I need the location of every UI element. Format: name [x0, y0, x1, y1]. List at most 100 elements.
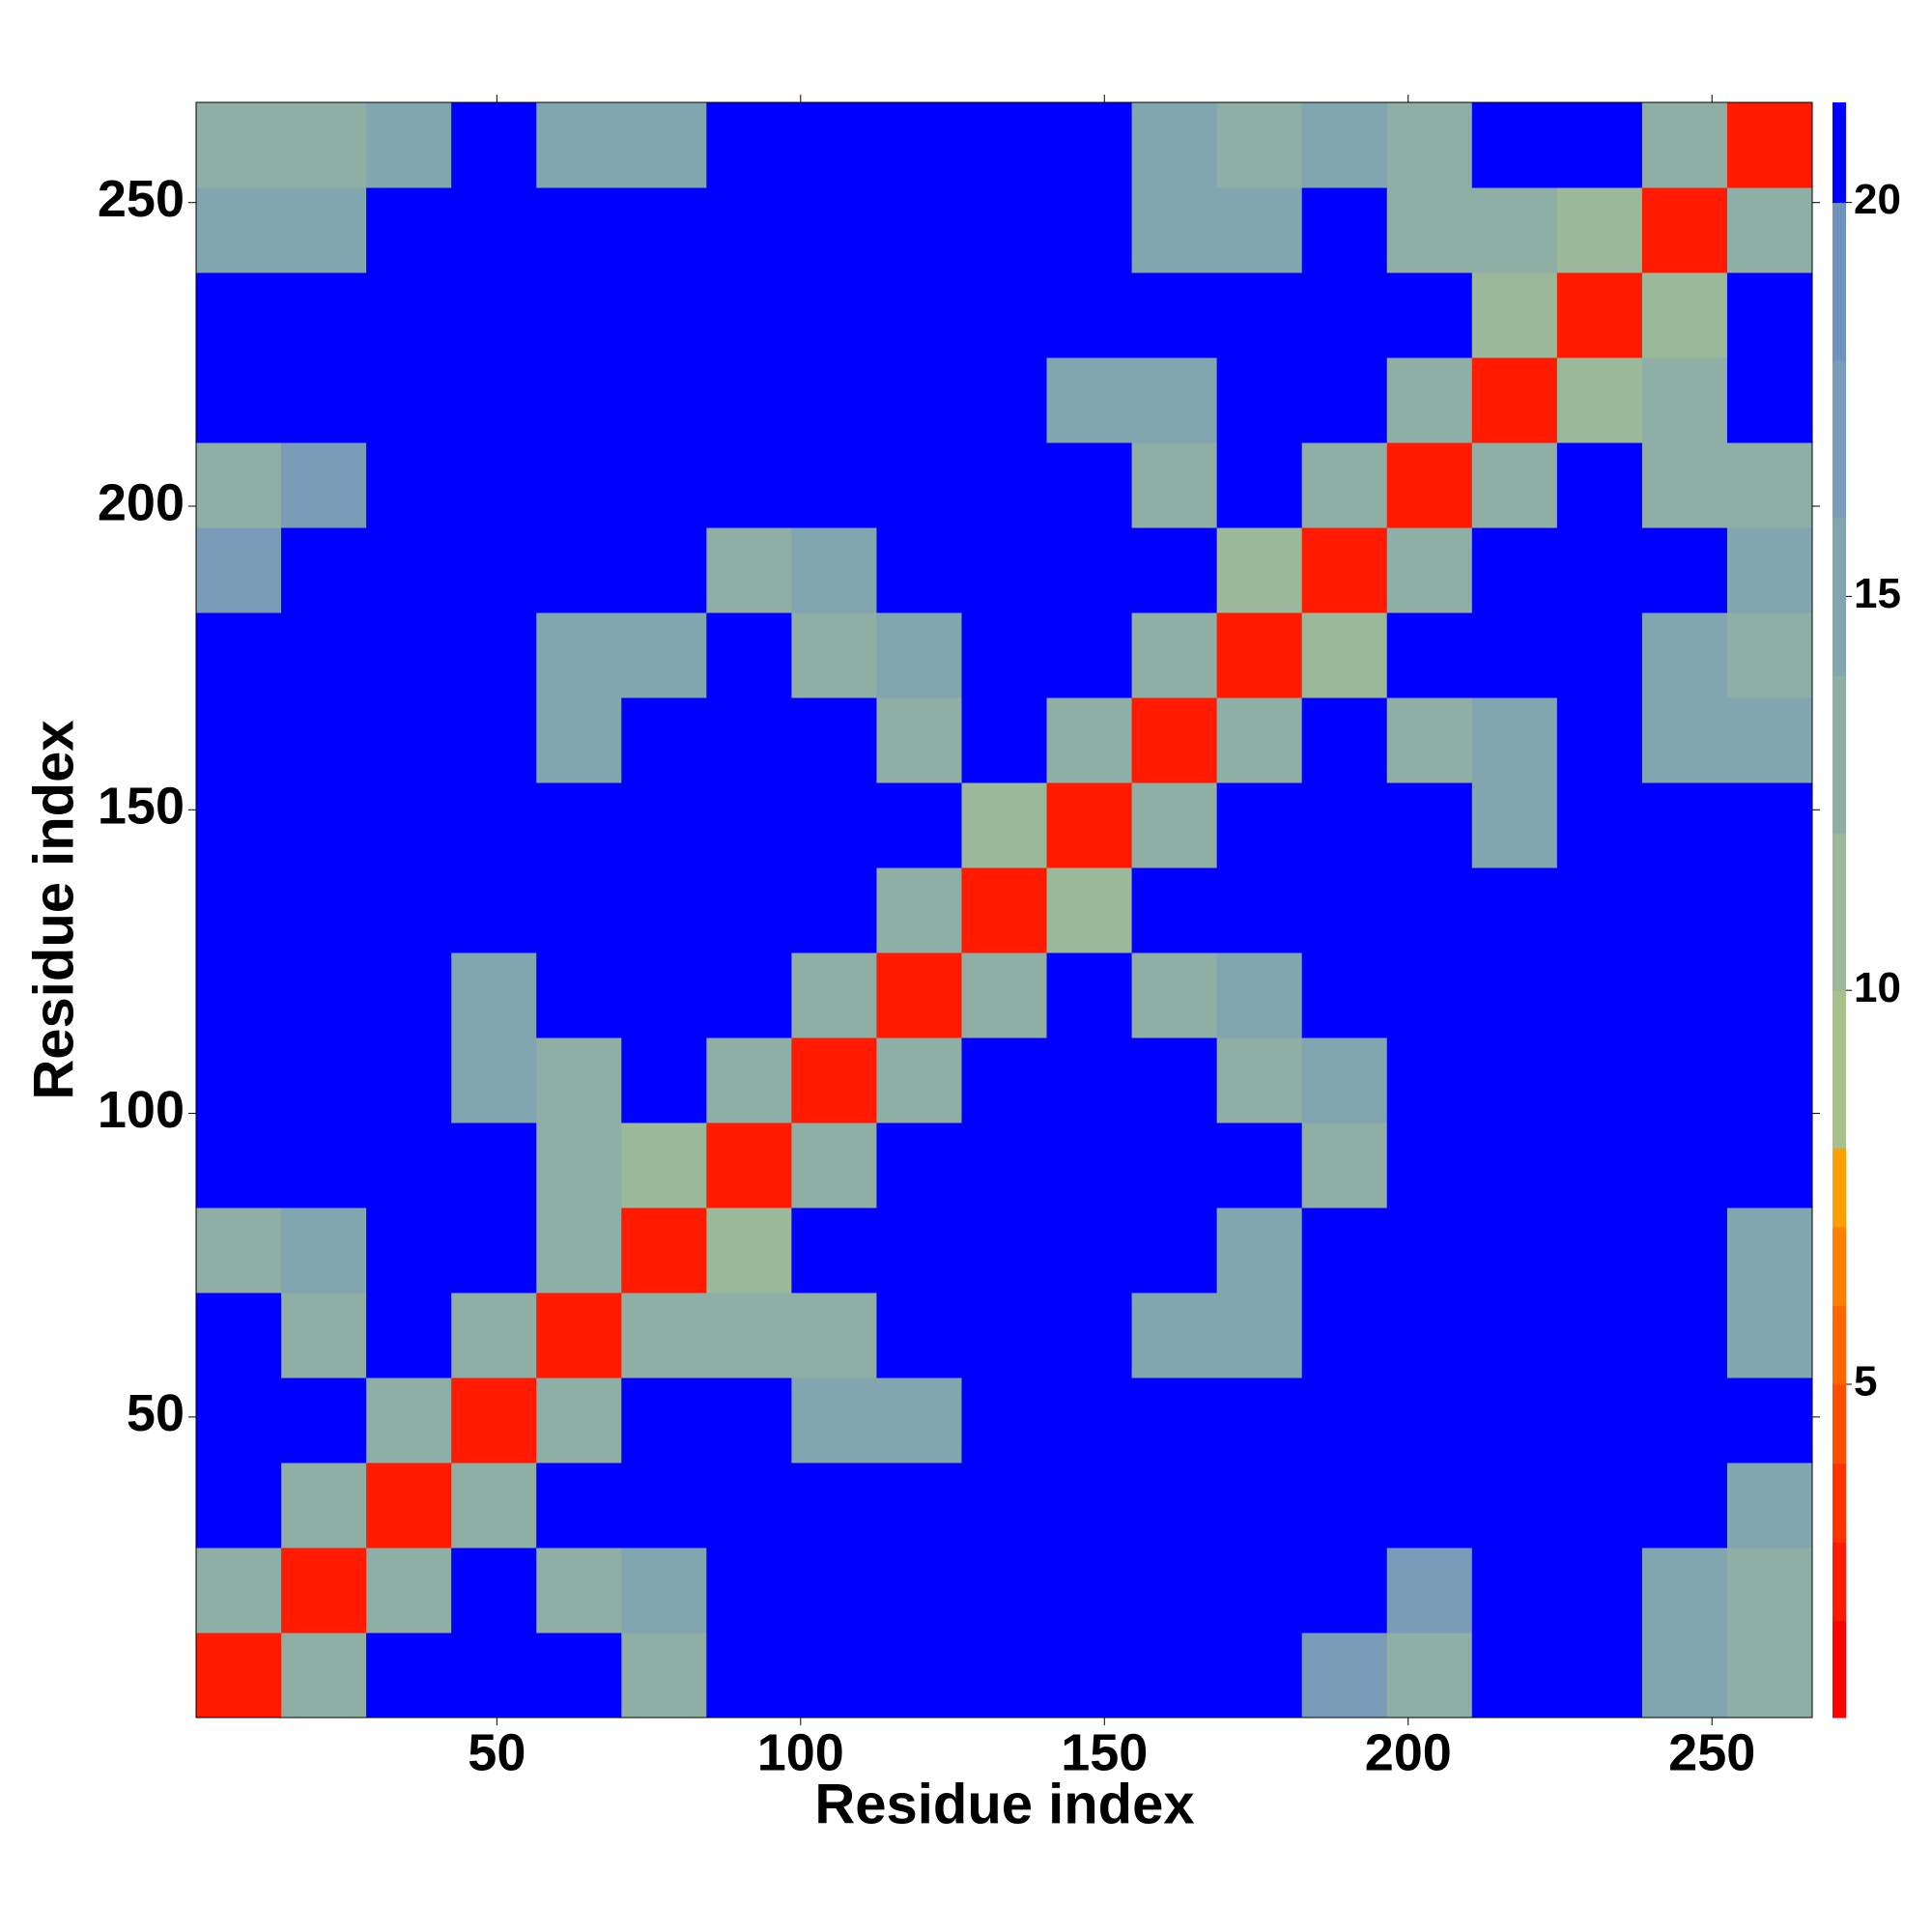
heat-cell: [451, 1037, 537, 1123]
heat-cell: [791, 527, 877, 613]
heat-cell: [196, 102, 282, 188]
heat-cell: [961, 272, 1048, 358]
heat-cell: [1386, 1208, 1473, 1293]
heat-cell: [1216, 612, 1303, 698]
heat-cell: [1726, 1378, 1813, 1463]
heat-cell: [1131, 952, 1218, 1038]
heat-cell: [196, 1293, 282, 1378]
heat-cell: [1386, 1122, 1473, 1208]
heat-cell: [1471, 782, 1558, 868]
heat-cell: [1046, 1463, 1133, 1548]
heat-cell: [1556, 187, 1643, 273]
heat-cell: [1726, 867, 1813, 953]
heat-cell: [536, 357, 622, 443]
heat-cell: [536, 1633, 622, 1719]
heat-cell: [961, 527, 1048, 613]
heat-cell: [536, 1208, 622, 1293]
heat-cell: [451, 952, 537, 1038]
heat-cell: [1131, 527, 1218, 613]
heat-cell: [876, 1463, 962, 1548]
heat-cell: [706, 1378, 792, 1463]
heat-cell: [1216, 272, 1303, 358]
heat-cell: [961, 187, 1048, 273]
heat-cell: [196, 1122, 282, 1208]
heat-cell: [706, 952, 792, 1038]
colorbar-level: [1833, 1305, 1846, 1385]
heat-cell: [621, 187, 707, 273]
heat-cell: [366, 187, 452, 273]
heat-cell: [706, 1633, 792, 1719]
heat-cell: [451, 612, 537, 698]
heat-cell: [876, 357, 962, 443]
heat-cell: [1726, 952, 1813, 1038]
heat-cell: [196, 1633, 282, 1719]
heat-cell: [791, 1037, 877, 1123]
heat-cell: [1301, 782, 1388, 868]
heat-cell: [1301, 357, 1388, 443]
heat-cell: [961, 1037, 1048, 1123]
heat-cell: [1131, 442, 1218, 528]
heat-cell: [1046, 782, 1133, 868]
heat-cell: [961, 1548, 1048, 1634]
heat-cell: [196, 527, 282, 613]
heat-cell: [1046, 1293, 1133, 1378]
heat-cell: [1556, 1378, 1643, 1463]
heat-cell: [451, 187, 537, 273]
heat-cell: [196, 612, 282, 698]
heat-cell: [366, 782, 452, 868]
heat-cell: [621, 612, 707, 698]
heat-cell: [281, 102, 367, 188]
heat-cell: [536, 782, 622, 868]
colorbar-level: [1833, 990, 1846, 1149]
heat-cell: [876, 1208, 962, 1293]
heat-cell: [1301, 527, 1388, 613]
heat-cell: [1386, 1633, 1473, 1719]
heat-cell: [961, 1293, 1048, 1378]
heat-cell: [1131, 1122, 1218, 1208]
heat-cell: [1556, 1208, 1643, 1293]
heat-cell: [1641, 952, 1728, 1038]
heat-cell: [1556, 952, 1643, 1038]
heat-cell: [621, 867, 707, 953]
heat-cell: [366, 102, 452, 188]
heat-cell: [706, 442, 792, 528]
heat-cell: [791, 357, 877, 443]
heat-cell: [1386, 527, 1473, 613]
heat-cell: [281, 442, 367, 528]
heat-cell: [366, 1463, 452, 1548]
heat-cell: [366, 612, 452, 698]
heat-cell: [706, 527, 792, 613]
heat-cell: [451, 697, 537, 783]
heat-cell: [451, 1548, 537, 1634]
heat-cell: [1131, 1293, 1218, 1378]
heat-cell: [1216, 952, 1303, 1038]
heat-cell: [1131, 867, 1218, 953]
heat-cell: [1471, 1208, 1558, 1293]
heat-cell: [706, 867, 792, 953]
heat-cell: [1641, 1122, 1728, 1208]
heat-cell: [706, 1037, 792, 1123]
heat-cell: [1301, 442, 1388, 528]
heat-cell: [1556, 102, 1643, 188]
heat-cell: [281, 1037, 367, 1123]
heat-cell: [366, 272, 452, 358]
heat-cell: [1471, 187, 1558, 273]
heat-cell: [196, 272, 282, 358]
heat-cell: [281, 1122, 367, 1208]
colorbar-level: [1833, 202, 1846, 361]
heat-cell: [451, 527, 537, 613]
heat-cell: [791, 102, 877, 188]
heat-cell: [1131, 187, 1218, 273]
heat-cell: [961, 1633, 1048, 1719]
heat-cell: [961, 867, 1048, 953]
heat-cell: [1046, 867, 1133, 953]
heat-cell: [1726, 1293, 1813, 1378]
heat-cell: [196, 187, 282, 273]
heat-cell: [1471, 612, 1558, 698]
heat-cell: [196, 1548, 282, 1634]
heat-cell: [366, 527, 452, 613]
heat-cell: [706, 187, 792, 273]
heat-cell: [366, 1548, 452, 1634]
colorbar-level: [1833, 833, 1846, 991]
